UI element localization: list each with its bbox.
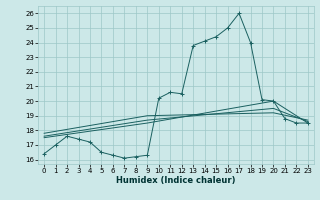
X-axis label: Humidex (Indice chaleur): Humidex (Indice chaleur)	[116, 176, 236, 185]
